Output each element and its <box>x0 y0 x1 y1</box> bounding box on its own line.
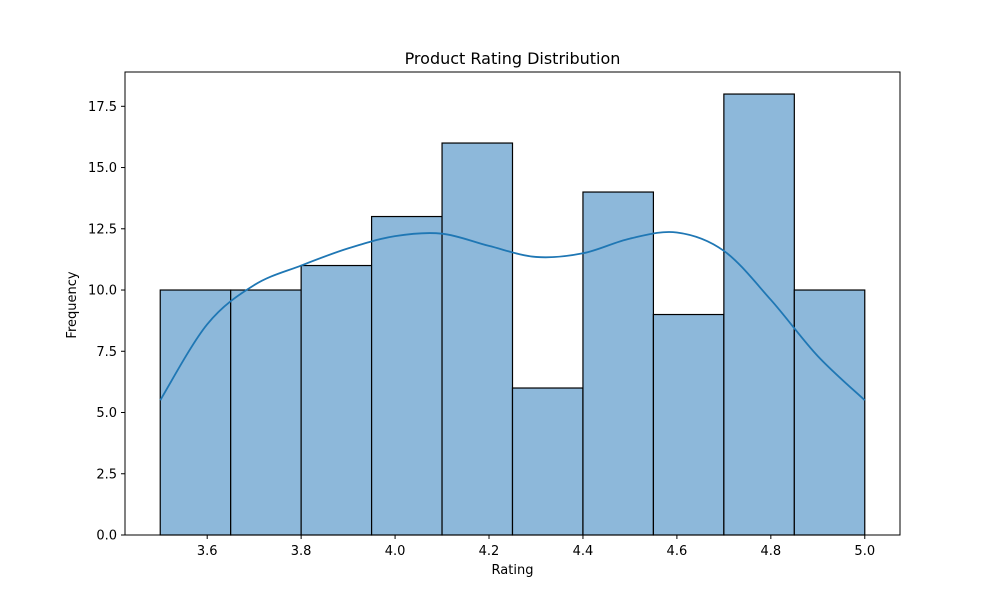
histogram-bar-6 <box>511 387 584 536</box>
histogram-bar-2 <box>230 289 302 536</box>
y-tick-label-7: 15.0 <box>88 161 117 176</box>
ticks-layer: 3.6 3.8 4.0 4.2 4.4 4.6 4.8 5.0 0.0 2.5 5.0 7.5 10.0… <box>88 100 875 559</box>
y-tick-label-5: 10.0 <box>88 284 117 299</box>
histogram-bar-4 <box>370 215 443 536</box>
histogram-bar-5 <box>441 142 514 536</box>
kde-curve <box>159 231 866 401</box>
x-tick-label-2: 3.8 <box>291 544 312 559</box>
y-tick-label-8: 17.5 <box>88 100 117 115</box>
histogram-bar-10 <box>793 289 866 536</box>
x-tick-label-5: 4.4 <box>573 544 594 559</box>
y-tick-label-6: 12.5 <box>88 222 117 237</box>
histogram-bar-1 <box>159 289 232 536</box>
plot-frame <box>124 71 901 536</box>
y-tick-label-4: 7.5 <box>96 345 117 360</box>
chart-title: Product Rating Distribution <box>405 49 621 68</box>
y-tick-label-1: 0.0 <box>96 529 117 544</box>
histogram-bar-8 <box>652 313 725 536</box>
x-tick-label-8: 5.0 <box>854 544 875 559</box>
x-tick-label-4: 4.2 <box>479 544 500 559</box>
histogram-bar-3 <box>300 264 373 536</box>
x-axis-label: Rating <box>492 563 534 578</box>
x-tick-label-6: 4.6 <box>667 544 688 559</box>
y-tick-label-3: 5.0 <box>96 406 117 421</box>
y-tick-label-2: 2.5 <box>96 467 117 482</box>
x-tick-label-3: 4.0 <box>385 544 406 559</box>
histogram-bar-7 <box>582 191 655 536</box>
x-tick-label-7: 4.8 <box>760 544 781 559</box>
x-tick-label-1: 3.6 <box>197 544 218 559</box>
y-axis-label: Frequency <box>65 271 80 338</box>
bars-layer <box>159 93 866 536</box>
kde-layer <box>159 231 866 401</box>
axes-layer <box>124 71 901 536</box>
